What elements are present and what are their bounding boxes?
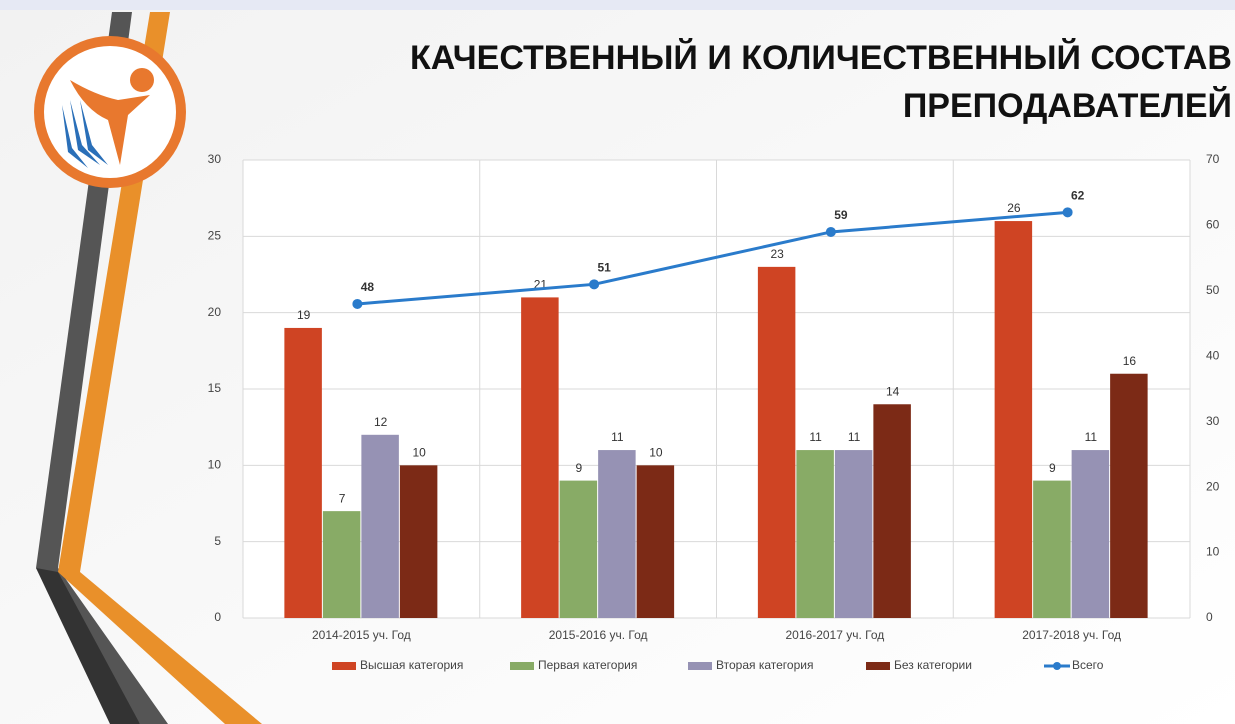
legend-label: Высшая категория (360, 658, 463, 672)
bar (637, 465, 675, 618)
data-label: 11 (1085, 430, 1098, 444)
data-label: 14 (886, 384, 900, 398)
top-strip (0, 0, 1235, 10)
line-point (352, 299, 362, 309)
y2-tick-label: 70 (1206, 152, 1220, 166)
bar (1072, 450, 1110, 618)
data-label: 16 (1123, 354, 1137, 368)
data-label: 7 (339, 491, 346, 505)
bar (400, 465, 438, 618)
y2-tick-label: 20 (1206, 479, 1220, 493)
data-label: 11 (848, 430, 861, 444)
data-label: 9 (576, 461, 583, 475)
data-label: 10 (649, 446, 663, 460)
y-tick-label: 15 (208, 381, 222, 395)
bar (995, 221, 1033, 618)
legend-label: Первая категория (538, 658, 637, 672)
data-label: 59 (834, 208, 848, 222)
bar (873, 404, 911, 618)
data-label: 10 (412, 446, 426, 460)
data-label: 51 (597, 260, 611, 274)
bar (521, 297, 559, 618)
data-label: 48 (361, 280, 375, 294)
data-label: 19 (297, 308, 311, 322)
y2-tick-label: 10 (1206, 545, 1220, 559)
y-tick-label: 20 (208, 305, 222, 319)
bar (323, 511, 361, 618)
data-label: 11 (809, 430, 822, 444)
x-tick-label: 2015-2016 уч. Год (549, 628, 648, 642)
y-tick-label: 5 (214, 534, 221, 548)
x-tick-label: 2017-2018 уч. Год (1022, 628, 1121, 642)
bar (1110, 374, 1148, 618)
line-point (826, 227, 836, 237)
logo (34, 36, 186, 188)
y-tick-label: 0 (214, 610, 221, 624)
bar (835, 450, 873, 618)
x-tick-label: 2014-2015 уч. Год (312, 628, 411, 642)
y2-tick-label: 0 (1206, 610, 1213, 624)
y2-tick-label: 40 (1206, 348, 1220, 362)
legend-swatch (332, 662, 356, 670)
bar (1033, 481, 1071, 618)
bar (284, 328, 322, 618)
legend-label: Вторая категория (716, 658, 813, 672)
y2-tick-label: 30 (1206, 414, 1220, 428)
y-tick-label: 10 (208, 458, 222, 472)
legend-swatch (1053, 662, 1061, 670)
legend-label: Всего (1072, 658, 1104, 672)
line-point (1063, 207, 1073, 217)
legend-swatch (688, 662, 712, 670)
bar (598, 450, 636, 618)
line-point (589, 279, 599, 289)
title-line: ПРЕПОДАВАТЕЛЕЙ (903, 86, 1232, 125)
bar (361, 435, 399, 618)
bar (560, 481, 598, 618)
data-label: 62 (1071, 189, 1085, 203)
data-label: 23 (770, 247, 784, 261)
y2-tick-label: 50 (1206, 283, 1220, 297)
data-label: 11 (611, 430, 624, 444)
y-tick-label: 25 (208, 229, 222, 243)
y2-tick-label: 60 (1206, 218, 1220, 232)
legend-label: Без категории (894, 658, 972, 672)
legend-swatch (510, 662, 534, 670)
title-line: КАЧЕСТВЕННЫЙ И КОЛИЧЕСТВЕННЫЙ СОСТАВ (410, 38, 1232, 77)
data-label: 26 (1007, 201, 1021, 215)
y-tick-label: 30 (208, 152, 222, 166)
data-label: 12 (374, 415, 388, 429)
slide: КАЧЕСТВЕННЫЙ И КОЛИЧЕСТВЕННЫЙ СОСТАВ ПРЕ… (0, 0, 1235, 724)
bar (796, 450, 834, 618)
bar (758, 267, 796, 618)
data-label: 9 (1049, 461, 1056, 475)
x-tick-label: 2016-2017 уч. Год (786, 628, 885, 642)
legend-swatch (866, 662, 890, 670)
